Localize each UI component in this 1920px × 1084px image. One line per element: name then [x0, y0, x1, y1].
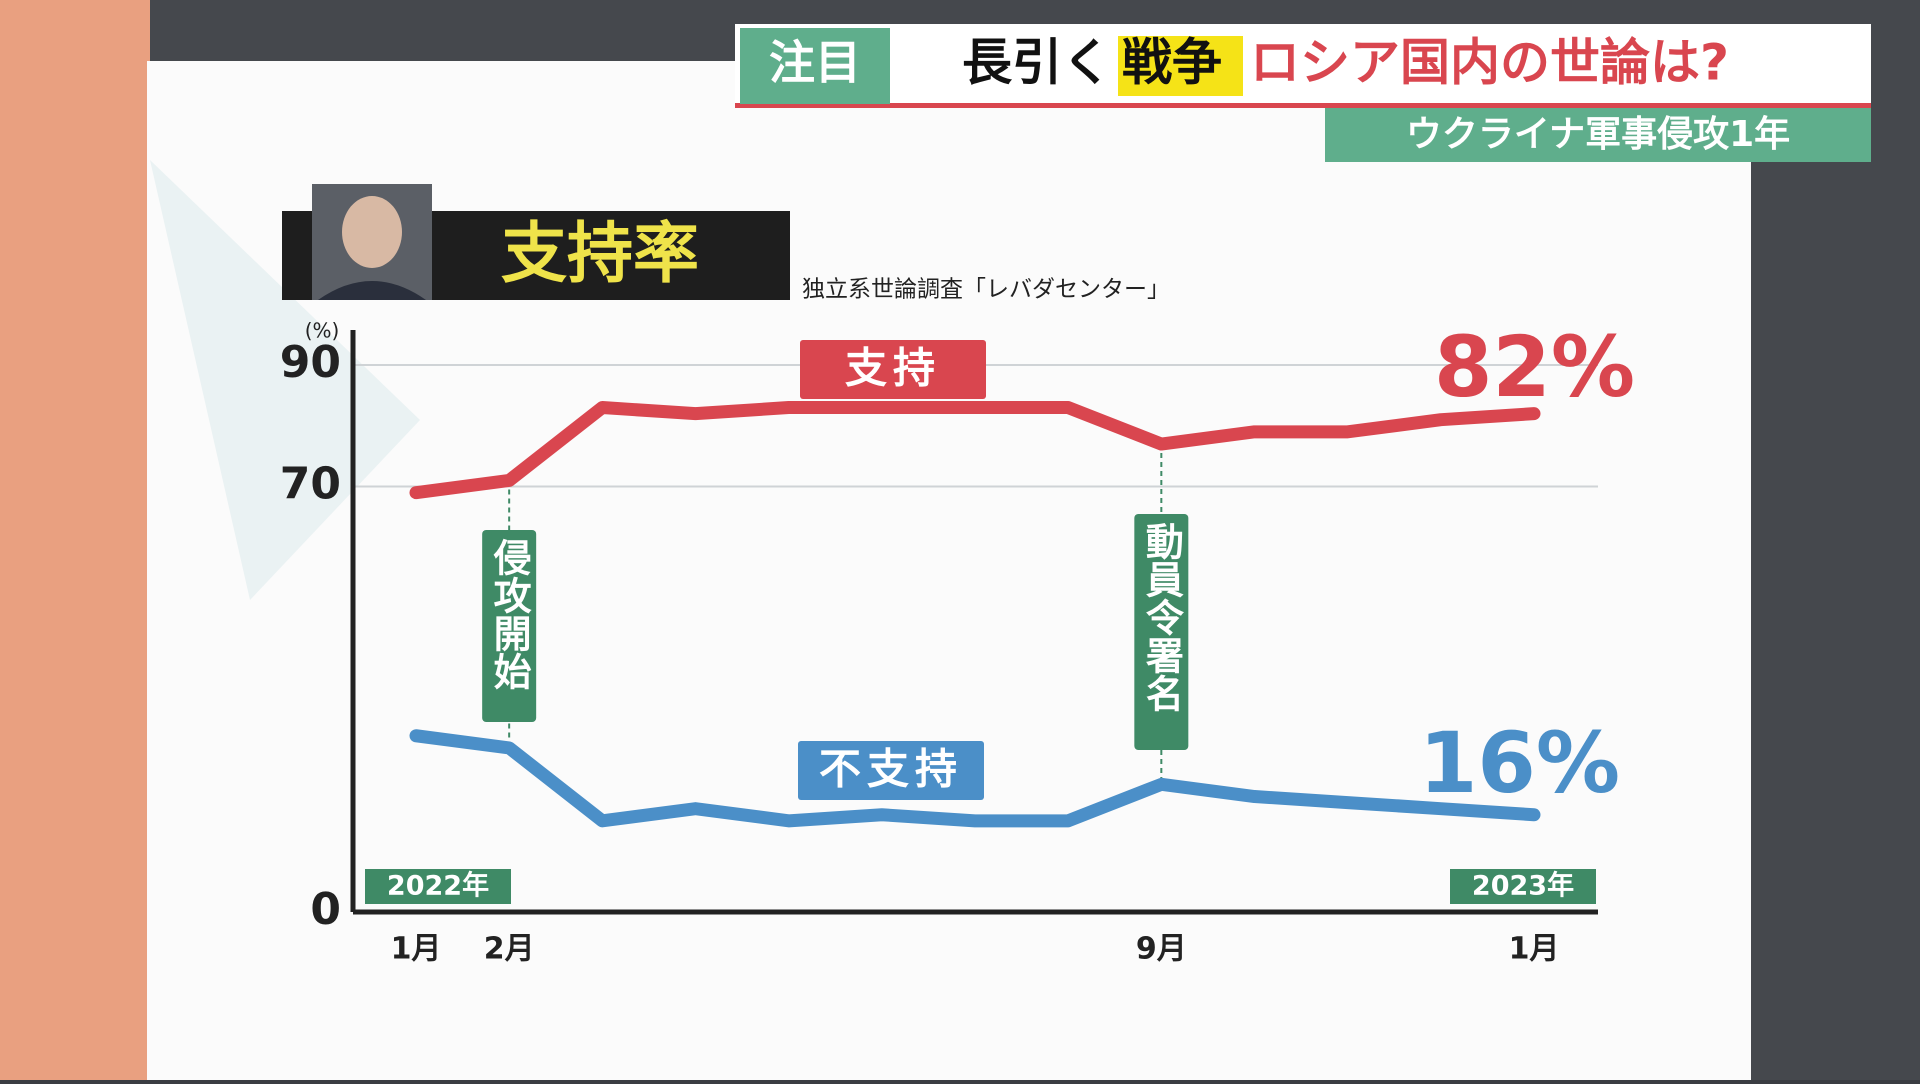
- backdrop-left: [0, 0, 150, 1080]
- legend-label: 不支持: [819, 745, 963, 794]
- y-unit: (%): [305, 319, 340, 343]
- annotation-text: 動員令署名: [1139, 522, 1183, 712]
- annotation-box: [482, 530, 537, 722]
- annotation-box: [1134, 514, 1189, 750]
- year-badge: [1450, 869, 1596, 904]
- series-line: [409, 729, 1541, 828]
- legend-label: 支持: [845, 344, 941, 393]
- x-tick-label: 2月: [484, 932, 535, 967]
- chart-title: 支持率: [501, 215, 699, 292]
- subtitle-box: [1325, 108, 1871, 162]
- year-label: 2022年: [387, 870, 489, 902]
- portrait-face: [342, 196, 402, 268]
- header-title: ロシア国内の世論は?: [1250, 34, 1729, 92]
- header-subtitle: ウクライナ軍事侵攻1年: [1406, 114, 1790, 155]
- plot: 0 70 90 1月 2月 9月 1月 2022年 2023年 侵攻開始 動員令署名 支持 82% 不支持…: [280, 318, 1635, 967]
- value-label: 82%: [1434, 318, 1635, 416]
- x-tick-label: 9月: [1136, 932, 1187, 967]
- y-tick-label: 0: [310, 884, 341, 935]
- header-tag-box: [740, 28, 890, 104]
- portrait-suit: [318, 281, 426, 300]
- x-tick-label: 1月: [1509, 932, 1560, 967]
- series-line: [409, 401, 1541, 500]
- header-underline: [735, 103, 1871, 108]
- header-title: 戦争: [1122, 34, 1222, 92]
- y-tick-label: 70: [280, 459, 341, 510]
- value-label: 16%: [1419, 714, 1620, 812]
- y-tick-label: 90: [280, 337, 341, 388]
- year-badge: [365, 869, 511, 904]
- year-label: 2023年: [1472, 870, 1574, 902]
- annotation-text: 侵攻開始: [487, 538, 532, 690]
- legend-box: [798, 741, 984, 800]
- legend-box: [800, 340, 986, 399]
- header-bar: [735, 24, 1871, 108]
- chart-source: 独立系世論調査「レバダセンター」: [802, 277, 1170, 303]
- header-title: 長引く: [962, 34, 1112, 92]
- header-highlight: [1118, 36, 1243, 96]
- x-tick-label: 1月: [391, 932, 442, 967]
- header-tag: 注目: [769, 36, 861, 90]
